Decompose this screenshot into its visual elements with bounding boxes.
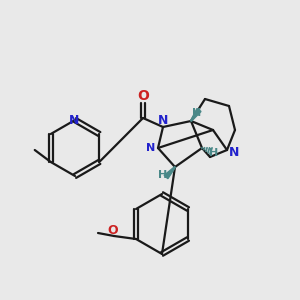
Text: H: H: [192, 108, 202, 118]
Text: O: O: [108, 224, 118, 236]
Text: H: H: [209, 148, 219, 158]
Text: N: N: [69, 115, 79, 128]
Text: O: O: [137, 89, 149, 103]
Text: H: H: [158, 170, 168, 180]
Polygon shape: [164, 167, 176, 179]
Text: N: N: [146, 143, 156, 153]
Polygon shape: [190, 109, 201, 121]
Text: N: N: [158, 115, 168, 128]
Text: N: N: [229, 146, 239, 158]
